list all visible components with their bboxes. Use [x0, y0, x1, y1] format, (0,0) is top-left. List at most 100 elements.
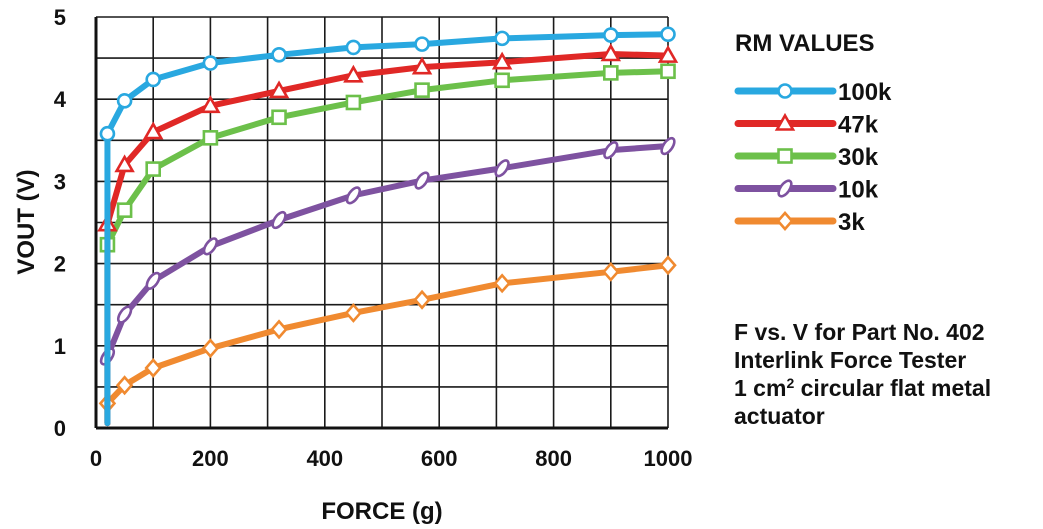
- square-marker: [345, 94, 362, 111]
- triangle-marker: [491, 51, 513, 70]
- circle-marker: [777, 83, 793, 99]
- ellipse-marker: [116, 305, 133, 324]
- diamond-marker: [493, 273, 511, 294]
- diamond-marker: [659, 255, 677, 276]
- ellipse-marker: [660, 136, 676, 156]
- series-lines: [97, 26, 679, 427]
- ellipse-marker: [494, 159, 510, 178]
- triangle-marker: [142, 121, 164, 140]
- x-axis-title: FORCE (g): [321, 498, 442, 525]
- legend-label: 30k: [838, 144, 879, 171]
- legend-item-30k: 30k: [734, 144, 879, 171]
- x-tick-label: 0: [90, 446, 102, 471]
- x-tick-labels: 0 200 400 600 800 1000: [90, 446, 693, 471]
- series-47k: [97, 43, 679, 427]
- series-line: [104, 31, 671, 427]
- legend-item-10k: 10k: [734, 177, 879, 204]
- ellipse-marker: [202, 237, 219, 256]
- legend-item-47k: 47k: [734, 112, 879, 139]
- circle-marker: [345, 39, 362, 56]
- diamond-marker: [115, 375, 134, 396]
- x-tick-label: 400: [306, 446, 343, 471]
- series-30k: [99, 63, 676, 427]
- triangle-marker: [411, 56, 433, 75]
- triangle-marker: [600, 43, 622, 62]
- circle-marker: [271, 47, 287, 63]
- square-marker: [145, 161, 161, 177]
- legend: 100k 47k 30k 10k 3k: [734, 79, 892, 236]
- x-tick-label: 600: [421, 446, 458, 471]
- diamond-marker: [776, 211, 794, 231]
- y-tick-label: 4: [54, 87, 67, 112]
- ellipse-marker: [345, 186, 362, 205]
- ellipse-marker: [414, 171, 430, 190]
- square-marker: [202, 130, 219, 146]
- square-marker: [414, 82, 430, 98]
- ellipse-marker: [603, 141, 619, 160]
- y-tick-labels: 0 1 2 3 4 5: [54, 5, 67, 441]
- circle-marker: [494, 30, 510, 47]
- plot-grid: [94, 16, 669, 430]
- circle-marker: [202, 55, 219, 71]
- triangle-marker: [268, 80, 290, 99]
- x-tick-label: 200: [192, 446, 229, 471]
- caption-line-4: actuator: [734, 403, 825, 429]
- caption-line-3-end: circular flat metal: [794, 375, 992, 401]
- caption-superscript: 2: [786, 375, 795, 391]
- legend-item-3k: 3k: [734, 209, 865, 236]
- diamond-marker: [201, 338, 220, 359]
- legend-label: 3k: [838, 209, 865, 236]
- triangle-marker: [200, 95, 221, 114]
- triangle-marker: [114, 154, 135, 173]
- series-line: [104, 50, 671, 427]
- ellipse-marker: [145, 271, 161, 290]
- caption-line-1: F vs. V for Part No. 402: [734, 319, 985, 345]
- y-tick-label: 2: [54, 252, 66, 277]
- y-tick-label: 5: [54, 5, 66, 30]
- caption-line-3: 1 cm2 circular flat metal: [734, 374, 1039, 402]
- circle-marker: [660, 26, 676, 43]
- legend-label: 47k: [838, 112, 879, 139]
- square-marker: [777, 148, 793, 164]
- caption-line-2: Interlink Force Tester: [734, 347, 967, 373]
- y-axis-title: VOUT (V): [13, 169, 40, 274]
- y-tick-label: 1: [54, 334, 66, 359]
- square-marker: [271, 109, 287, 126]
- x-tick-label: 800: [535, 446, 572, 471]
- series-line: [104, 143, 671, 427]
- series-10k: [99, 136, 676, 427]
- legend-title: RM VALUES: [735, 30, 875, 57]
- legend-item-100k: 100k: [734, 79, 892, 106]
- ellipse-marker: [271, 210, 287, 230]
- chart-caption: F vs. V for Part No. 402 Interlink Force…: [734, 318, 1039, 430]
- series-100k: [99, 26, 676, 427]
- circle-marker: [414, 36, 430, 52]
- series-line: [104, 68, 671, 427]
- diamond-marker: [144, 358, 162, 378]
- circle-marker: [602, 27, 619, 43]
- diamond-marker: [602, 261, 620, 282]
- triangle-marker: [774, 112, 796, 131]
- diamond-marker: [413, 289, 431, 310]
- triangle-marker: [343, 64, 364, 83]
- triangle-marker: [657, 45, 679, 63]
- square-marker: [494, 72, 510, 89]
- square-marker: [116, 202, 133, 218]
- legend-label: 10k: [838, 177, 879, 204]
- caption-line-3-start: 1 cm: [734, 375, 787, 401]
- ellipse-marker: [777, 179, 793, 198]
- square-marker: [660, 63, 676, 80]
- diamond-marker: [344, 302, 363, 323]
- circle-marker: [145, 71, 161, 88]
- circle-marker: [116, 93, 133, 109]
- circle-marker: [99, 125, 116, 142]
- diamond-marker: [270, 319, 288, 340]
- y-tick-label: 0: [54, 416, 66, 441]
- legend-label: 100k: [838, 79, 892, 106]
- square-marker: [602, 65, 619, 81]
- y-tick-label: 3: [54, 169, 66, 194]
- series-line: [104, 262, 671, 427]
- x-tick-label: 1000: [644, 446, 693, 471]
- series-3k: [98, 255, 677, 427]
